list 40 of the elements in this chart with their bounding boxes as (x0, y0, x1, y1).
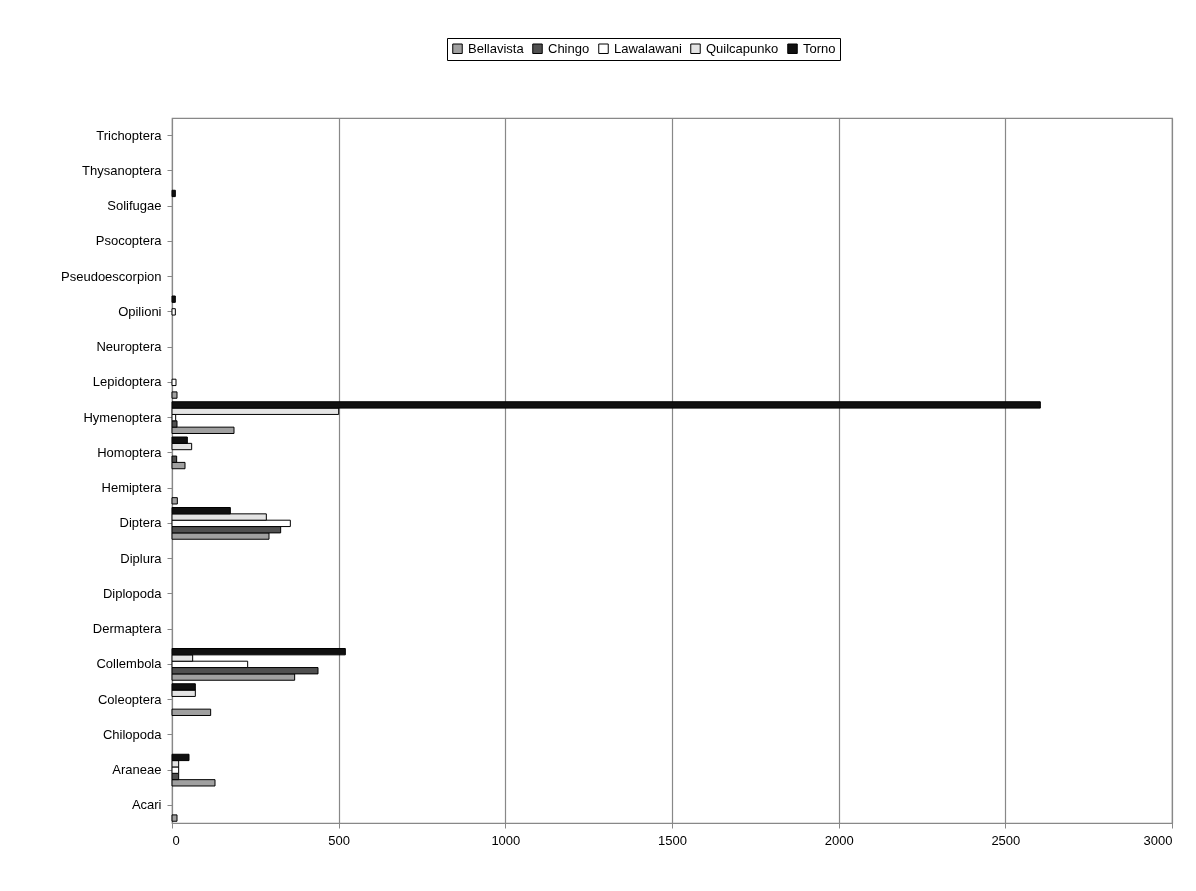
legend-label: Torno (803, 40, 836, 56)
bar (171, 308, 176, 316)
legend-label: Bellavista (468, 40, 525, 56)
y-tick-label: Psocoptera (95, 233, 163, 249)
bar (171, 497, 178, 505)
y-tick-label: Coleoptera (97, 691, 163, 707)
y-tick-label: Hymenoptera (83, 409, 163, 425)
bar (171, 189, 176, 198)
x-tick-label: 0 (172, 832, 180, 848)
y-tick-label: Thysanoptera (82, 162, 163, 178)
y-tick-label: Acari (131, 797, 162, 813)
y-tick-label: Diplopoda (102, 585, 163, 601)
y-tick-label: Solifugae (107, 198, 162, 214)
y-tick-label: Chilopoda (102, 726, 163, 742)
y-tick-label: Collembola (96, 656, 163, 672)
bar (171, 814, 178, 822)
x-tick-label: 500 (328, 832, 351, 848)
bar (171, 295, 176, 303)
legend-label: Lawalawani (614, 40, 683, 56)
x-tick-label: 3000 (1143, 832, 1173, 848)
bar (171, 708, 212, 716)
bar (171, 391, 178, 399)
y-tick-label: Homoptera (97, 444, 163, 460)
x-tick-label: 1500 (658, 832, 687, 848)
y-tick-label: Dermaptera (92, 621, 163, 637)
legend-label: Chingo (548, 40, 590, 56)
bar (171, 378, 177, 387)
y-tick-label: Pseudoescorpion (61, 268, 162, 284)
y-tick-label: Opilioni (118, 303, 162, 319)
y-tick-label: Diplura (120, 550, 163, 566)
x-tick-label: 2000 (824, 832, 854, 848)
y-tick-label: Neuroptera (96, 339, 163, 355)
x-tick-label: 2500 (991, 832, 1021, 848)
y-tick-label: Trichoptera (96, 127, 163, 143)
y-tick-label: Hemiptera (101, 480, 163, 496)
y-tick-label: Araneae (112, 762, 162, 778)
x-tick-label: 1000 (491, 832, 521, 848)
y-tick-label: Lepidoptera (92, 374, 163, 390)
y-tick-label: Diptera (119, 515, 163, 531)
legend-label: Quilcapunko (706, 40, 779, 56)
